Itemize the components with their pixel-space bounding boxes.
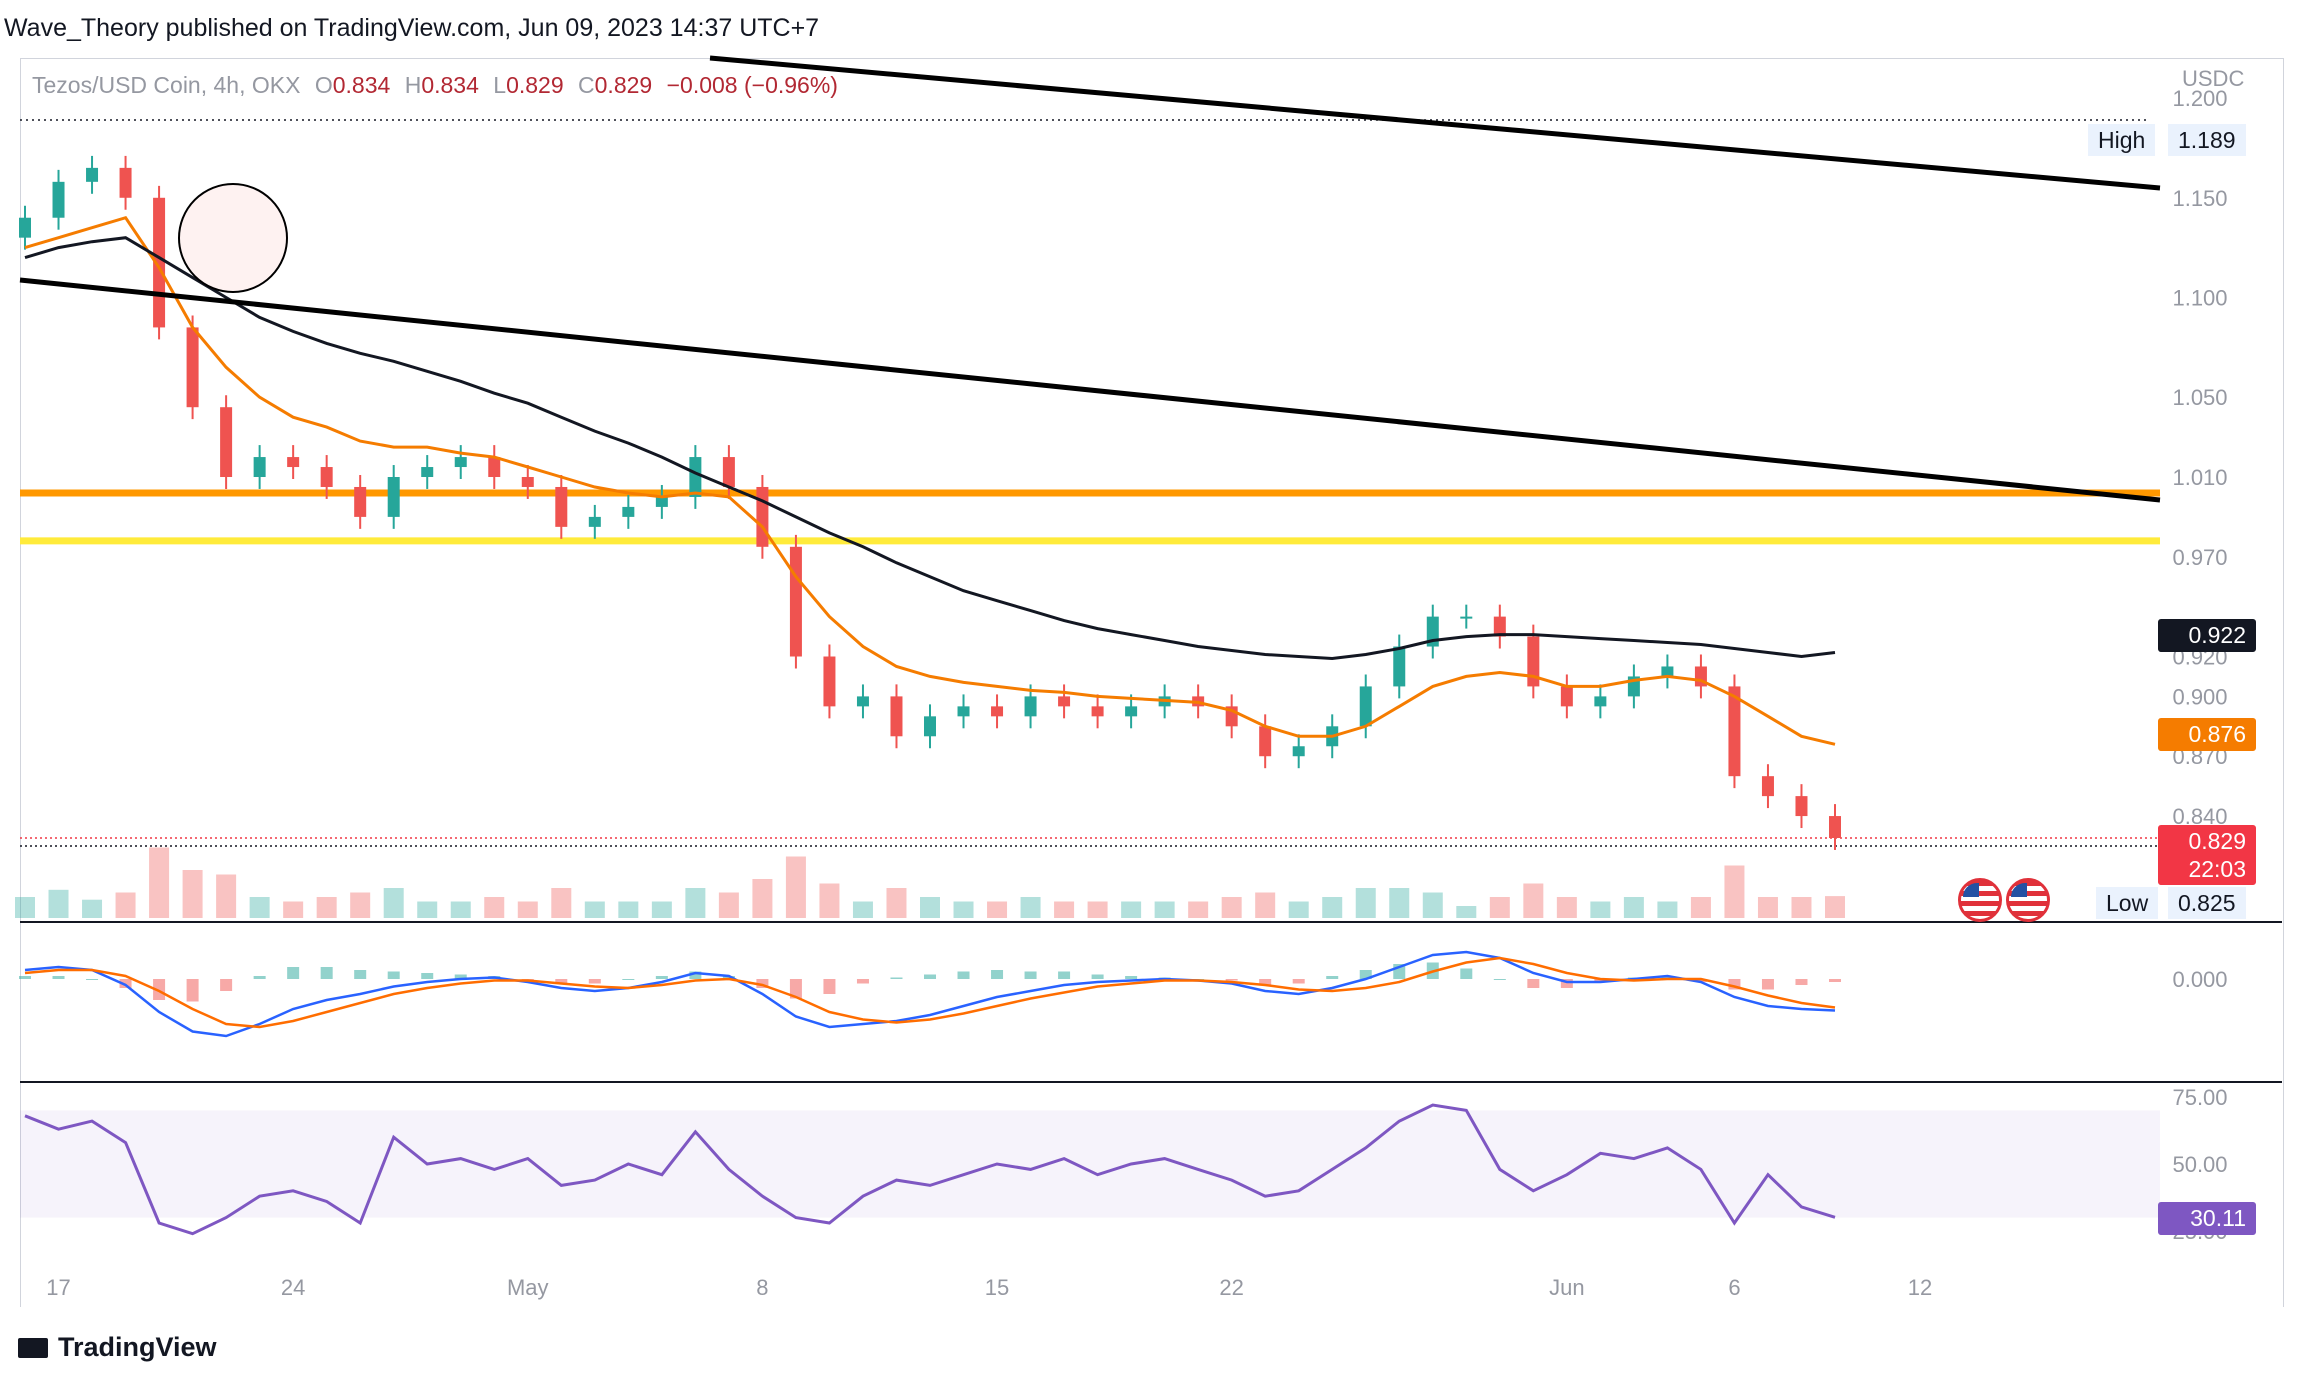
last-price-value: 0.829	[2188, 828, 2246, 854]
tv-logo-icon	[18, 1338, 48, 1358]
events-flags[interactable]	[1958, 878, 2054, 927]
last-price-badge: 0.829 22:03	[2158, 825, 2256, 885]
publish-bar: Wave_Theory published on TradingView.com…	[0, 0, 2302, 58]
legend-open-value: 0.834	[332, 72, 391, 98]
chart-frame[interactable]	[20, 58, 2284, 1307]
symbol-legend: Tezos/USD Coin, 4h, OKX O0.834 H0.834 L0…	[32, 72, 838, 99]
us-flag-icon[interactable]	[1958, 878, 2002, 922]
legend-change: −0.008 (−0.96%)	[666, 72, 838, 98]
high-label: High	[2088, 124, 2156, 156]
low-value-text: 0.825	[2178, 890, 2236, 916]
high-label-text: High	[2098, 127, 2146, 153]
ma200-badge-value: 0.922	[2188, 622, 2246, 648]
legend-close-label: C	[578, 72, 595, 98]
publish-line: Wave_Theory published on TradingView.com…	[4, 14, 820, 42]
bar-countdown: 22:03	[2188, 856, 2246, 882]
low-label-text: Low	[2106, 890, 2149, 916]
legend-high-value: 0.834	[421, 72, 479, 98]
legend-low-label: L	[493, 72, 507, 98]
rsi-badge: 30.11	[2158, 1202, 2256, 1235]
low-value: 0.825	[2168, 887, 2246, 919]
ma200-badge: 0.922	[2158, 619, 2256, 652]
legend-open-label: O	[314, 72, 333, 98]
currency-label: USDC	[2182, 66, 2245, 91]
tradingview-logo[interactable]: TradingView	[18, 1332, 217, 1363]
ma50-badge: 0.876	[2158, 718, 2256, 751]
ma50-badge-value: 0.876	[2188, 721, 2246, 747]
legend-high-label: H	[404, 72, 422, 98]
low-label: Low	[2096, 887, 2159, 919]
legend-close-value: 0.829	[594, 72, 653, 98]
high-value: 1.189	[2168, 124, 2246, 156]
high-value-text: 1.189	[2178, 127, 2236, 153]
footer-brand: TradingView	[58, 1332, 217, 1362]
legend-low-value: 0.829	[506, 72, 564, 98]
us-flag-icon[interactable]	[2006, 878, 2050, 922]
rsi-badge-value: 30.11	[2190, 1205, 2246, 1231]
legend-symbol: Tezos/USD Coin, 4h, OKX	[32, 72, 301, 98]
